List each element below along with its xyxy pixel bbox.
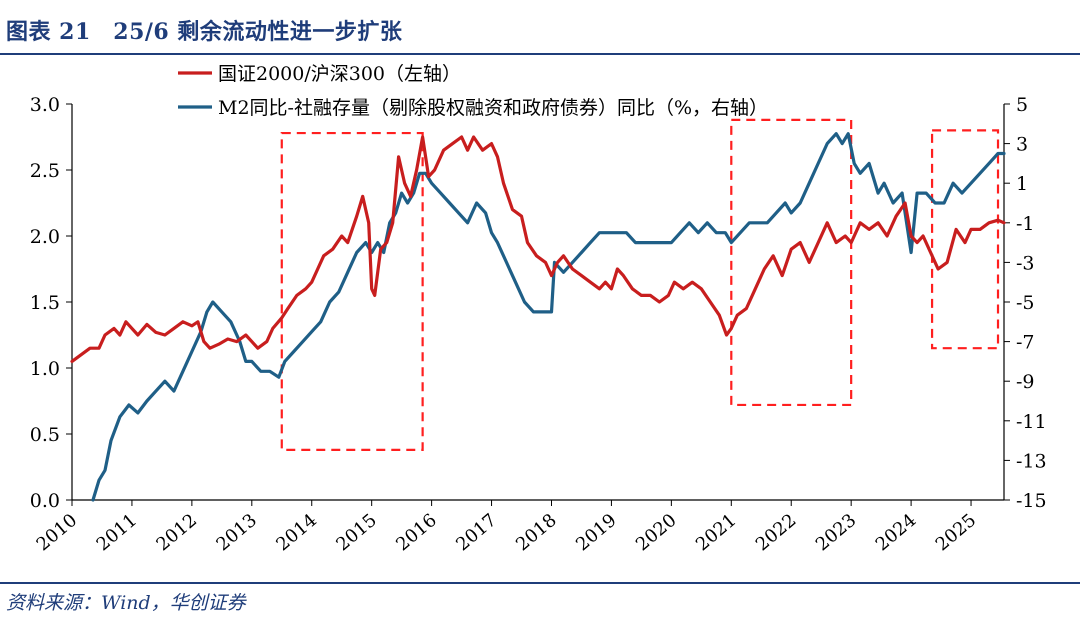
- right-tick-label: 1: [1016, 173, 1028, 195]
- x-tick-label: 2010: [33, 510, 82, 556]
- right-tick-label: -7: [1016, 332, 1035, 354]
- x-tick-label: 2022: [752, 510, 801, 556]
- series-group: [70, 132, 1006, 502]
- x-tick-label: 2025: [932, 510, 981, 556]
- x-tick-label: 2011: [93, 510, 142, 556]
- x-tick-label: 2020: [632, 510, 681, 556]
- series-line-left-ratio: [70, 135, 1006, 363]
- x-tick-label: 2015: [332, 510, 381, 556]
- x-tick-label: 2016: [392, 510, 441, 556]
- right-tick-label: -3: [1016, 252, 1035, 274]
- right-tick-label: -11: [1016, 411, 1047, 433]
- series-line-right-liquidity: [91, 132, 1006, 502]
- highlight-box-3: [930, 129, 1000, 350]
- x-tick-label: 2012: [152, 510, 201, 556]
- left-tick-label: 2.5: [30, 160, 60, 182]
- axes: 0.00.51.01.52.02.53.0-15-13-11-9-7-5-3-1…: [30, 94, 1047, 555]
- x-tick-label: 2013: [212, 510, 261, 556]
- highlight-box-2: [730, 118, 853, 407]
- left-tick-label: 0.5: [30, 424, 60, 446]
- legend-label-series2: M2同比-社融存量（剔除股权融资和政府债券）同比（%，右轴）: [218, 97, 768, 119]
- legend-label-series1: 国证2000/沪深300（左轴）: [218, 63, 461, 85]
- right-tick-label: -5: [1016, 292, 1035, 314]
- x-tick-label: 2023: [812, 510, 861, 556]
- x-tick-label: 2014: [272, 510, 321, 556]
- left-tick-label: 1.5: [30, 292, 60, 314]
- left-tick-label: 1.0: [30, 358, 60, 380]
- right-tick-label: 3: [1016, 134, 1028, 156]
- highlight-box-1: [280, 131, 424, 451]
- x-tick-label: 2019: [572, 510, 621, 556]
- chart: 0.00.51.01.52.02.53.0-15-13-11-9-7-5-3-1…: [30, 63, 1047, 555]
- x-tick-label: 2017: [452, 510, 501, 556]
- right-tick-label: -9: [1016, 371, 1035, 393]
- left-tick-label: 2.0: [30, 226, 60, 248]
- x-tick-label: 2024: [872, 510, 921, 556]
- right-tick-label: -1: [1016, 213, 1035, 235]
- source-rule: [0, 582, 1080, 584]
- left-tick-label: 3.0: [30, 94, 60, 116]
- chart-title: 图表 21 25/6 剩余流动性进一步扩张: [6, 19, 403, 45]
- source-note: 资料来源：Wind，华创证券: [6, 592, 246, 614]
- title-bar: 图表 21 25/6 剩余流动性进一步扩张: [0, 0, 1080, 54]
- x-tick-label: 2021: [692, 510, 741, 556]
- highlight-boxes: [280, 118, 1000, 451]
- right-tick-label: -13: [1016, 450, 1047, 472]
- legend: 国证2000/沪深300（左轴） M2同比-社融存量（剔除股权融资和政府债券）同…: [178, 63, 768, 119]
- right-tick-label: 5: [1016, 94, 1028, 116]
- left-tick-label: 0.0: [30, 490, 60, 512]
- title-rule: [0, 53, 1080, 55]
- right-tick-label: -15: [1016, 490, 1047, 512]
- x-tick-label: 2018: [512, 510, 561, 556]
